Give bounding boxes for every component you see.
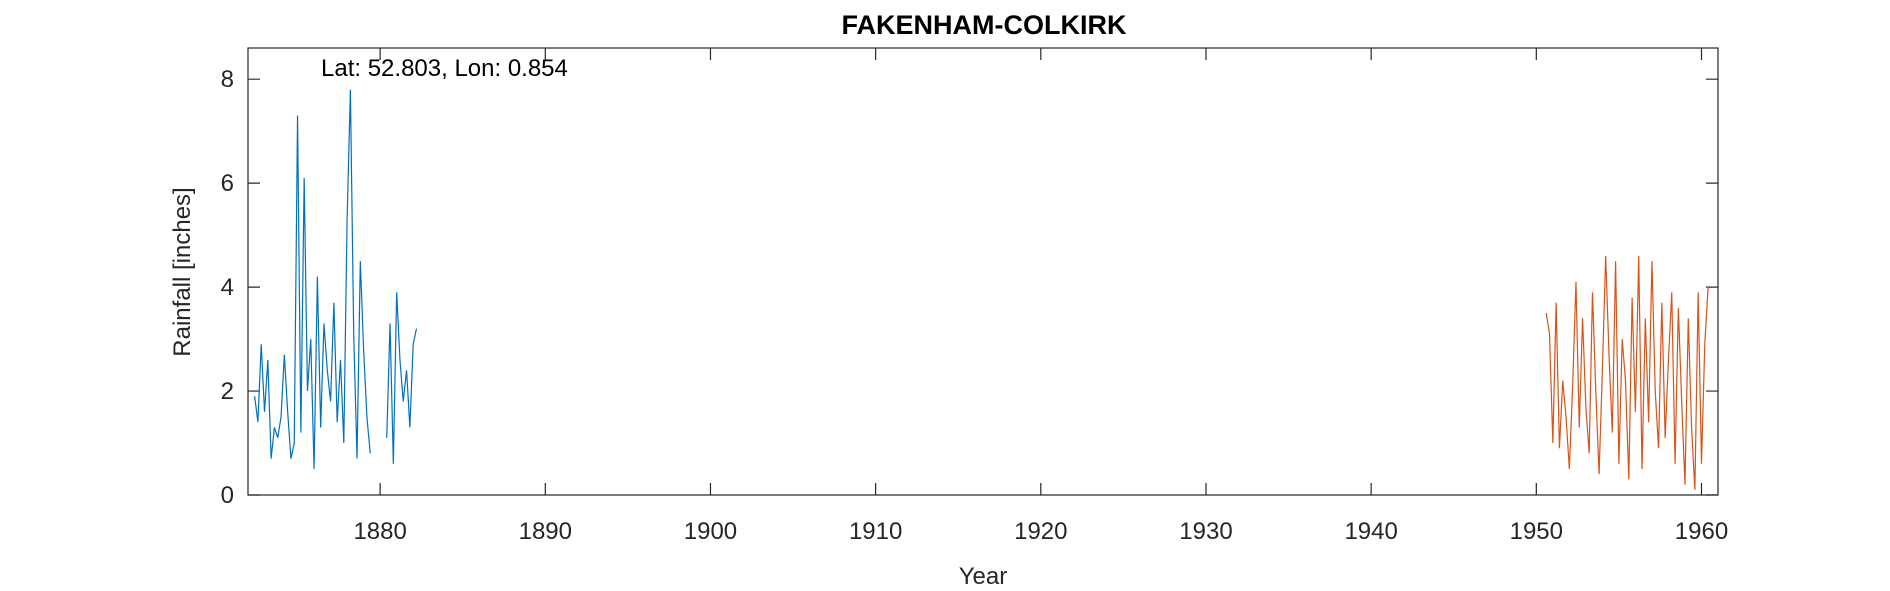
x-tick-label: 1930 — [1179, 518, 1232, 545]
data-line — [254, 89, 418, 470]
x-tick-label: 1960 — [1675, 518, 1728, 545]
y-axis-label: Rainfall [inches] — [169, 187, 196, 356]
plot-frame — [247, 47, 1719, 496]
y-tick-label: 8 — [221, 66, 234, 93]
chart-title: FAKENHAM-COLKIRK — [842, 10, 1127, 40]
x-tick-label: 1880 — [353, 518, 406, 545]
y-tick-label: 0 — [221, 482, 234, 509]
x-tick-label: 1940 — [1344, 518, 1397, 545]
x-tick-label: 1950 — [1510, 518, 1563, 545]
x-tick-label: 1910 — [849, 518, 902, 545]
data-line — [1545, 255, 1709, 490]
y-tick-label: 2 — [221, 378, 234, 405]
y-tick-label: 4 — [221, 274, 234, 301]
annotation: Lat: 52.803, Lon: 0.854 — [321, 55, 568, 82]
x-tick-label: 1920 — [1014, 518, 1067, 545]
x-tick-label: 1900 — [684, 518, 737, 545]
x-tick-label: 1890 — [519, 518, 572, 545]
y-tick-label: 6 — [221, 170, 234, 197]
x-axis-label: Year — [959, 563, 1008, 590]
